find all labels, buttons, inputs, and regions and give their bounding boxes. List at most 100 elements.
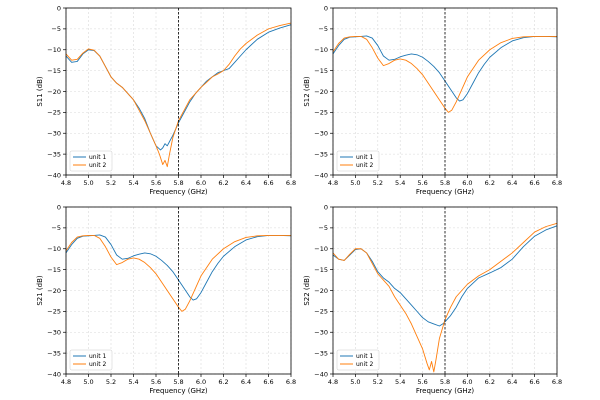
y-tick-label: −30 xyxy=(47,329,61,337)
x-tick-label: 5.2 xyxy=(373,179,383,187)
legend-label: unit 2 xyxy=(89,361,107,368)
x-tick-label: 6.2 xyxy=(485,179,495,187)
y-tick-label: −30 xyxy=(314,130,328,138)
legend-label: unit 1 xyxy=(356,353,374,360)
x-tick-label: 5.6 xyxy=(151,378,161,386)
y-tick-label: −10 xyxy=(314,245,328,253)
legend-box xyxy=(69,349,113,371)
y-tick-label: −40 xyxy=(47,171,61,179)
x-tick-label: 5.0 xyxy=(350,378,360,386)
y-tick-label: −15 xyxy=(47,266,61,274)
y-tick-label: −20 xyxy=(314,88,328,96)
x-tick-label: 5.2 xyxy=(106,378,116,386)
y-tick-label: −40 xyxy=(314,370,328,378)
y-tick-label: −20 xyxy=(47,88,61,96)
x-tick-label: 6.4 xyxy=(241,179,251,187)
x-tick-label: 6.0 xyxy=(462,179,472,187)
y-tick-label: −5 xyxy=(51,224,61,232)
y-tick-label: −35 xyxy=(47,349,61,357)
y-tick-label: −15 xyxy=(47,67,61,75)
legend-box xyxy=(69,150,113,172)
legend-box xyxy=(336,150,380,172)
y-tick-label: −5 xyxy=(318,224,328,232)
x-tick-label: 5.0 xyxy=(83,378,93,386)
x-tick-label: 4.8 xyxy=(328,378,338,386)
x-tick-label: 5.8 xyxy=(173,378,183,386)
legend-label: unit 1 xyxy=(89,154,107,161)
x-tick-label: 5.6 xyxy=(151,179,161,187)
y-axis-label: S21 (dB) xyxy=(36,275,44,306)
x-tick-label: 5.4 xyxy=(128,378,138,386)
series-line-2 xyxy=(332,222,558,373)
x-tick-label: 5.2 xyxy=(106,179,116,187)
x-tick-label: 5.6 xyxy=(417,378,427,386)
x-tick-label: 5.0 xyxy=(350,179,360,187)
y-tick-label: −25 xyxy=(314,109,328,117)
x-tick-label: 6.0 xyxy=(462,378,472,386)
x-tick-label: 6.6 xyxy=(263,179,273,187)
x-tick-label: 5.8 xyxy=(440,179,450,187)
x-tick-label: 6.8 xyxy=(286,179,296,187)
y-tick-label: −5 xyxy=(318,25,328,33)
y-tick-label: −25 xyxy=(47,308,61,316)
y-tick-label: −40 xyxy=(47,370,61,378)
x-tick-label: 6.4 xyxy=(507,179,517,187)
x-tick-label: 6.8 xyxy=(552,179,562,187)
x-axis-label: Frequency (GHz) xyxy=(149,387,207,395)
y-tick-label: −30 xyxy=(314,329,328,337)
y-tick-label: −35 xyxy=(314,150,328,158)
y-tick-label: −20 xyxy=(47,287,61,295)
series-line-2 xyxy=(65,234,291,312)
y-tick-label: 0 xyxy=(324,203,328,211)
legend-label: unit 1 xyxy=(356,154,374,161)
x-tick-label: 4.8 xyxy=(61,179,71,187)
x-tick-label: 6.8 xyxy=(552,378,562,386)
y-tick-label: −15 xyxy=(314,67,328,75)
x-tick-label: 6.2 xyxy=(218,179,228,187)
y-tick-label: 0 xyxy=(324,4,328,12)
series-line-1 xyxy=(332,35,558,102)
x-axis-label: Frequency (GHz) xyxy=(416,387,474,395)
x-tick-label: 6.6 xyxy=(529,378,539,386)
y-tick-label: −15 xyxy=(314,266,328,274)
series-line-2 xyxy=(65,22,292,168)
x-tick-label: 5.4 xyxy=(128,179,138,187)
x-tick-label: 5.8 xyxy=(173,179,183,187)
y-tick-label: −10 xyxy=(47,46,61,54)
x-tick-label: 5.6 xyxy=(417,179,427,187)
y-tick-label: −20 xyxy=(314,287,328,295)
x-tick-label: 6.6 xyxy=(263,378,273,386)
x-tick-label: 5.4 xyxy=(395,378,405,386)
y-tick-label: 0 xyxy=(57,4,61,12)
y-tick-label: −25 xyxy=(314,308,328,316)
y-tick-label: −35 xyxy=(314,349,328,357)
legend-label: unit 2 xyxy=(89,162,107,169)
chart-panel-2: 4.8 5.0 5.2 5.4 5.6 5.8 6.0 6.2 6.4 6.6 6.8 0 −5 −10 −… xyxy=(303,4,562,196)
y-tick-label: −40 xyxy=(314,171,328,179)
y-tick-label: −30 xyxy=(47,130,61,138)
x-tick-label: 6.4 xyxy=(507,378,517,386)
chart-panel-1: 4.8 5.0 5.2 5.4 5.6 5.8 6.0 6.2 6.4 6.6 6.8 0 −5 −10 −… xyxy=(36,4,296,196)
legend-label: unit 2 xyxy=(356,162,374,169)
legend-label: unit 1 xyxy=(89,353,107,360)
series-line-2 xyxy=(332,35,557,113)
x-tick-label: 4.8 xyxy=(328,179,338,187)
x-tick-label: 5.4 xyxy=(395,179,405,187)
y-tick-label: −25 xyxy=(47,109,61,117)
x-tick-label: 6.0 xyxy=(196,378,206,386)
chart-panel-3: 4.8 5.0 5.2 5.4 5.6 5.8 6.0 6.2 6.4 6.6 6.8 0 −5 −10 −… xyxy=(36,203,296,395)
y-tick-label: −10 xyxy=(314,46,328,54)
x-tick-label: 6.2 xyxy=(218,378,228,386)
y-tick-label: 0 xyxy=(57,203,61,211)
x-tick-label: 6.2 xyxy=(485,378,495,386)
chart-panel-4: 4.8 5.0 5.2 5.4 5.6 5.8 6.0 6.2 6.4 6.6 6.8 0 −5 −10 −… xyxy=(303,203,562,395)
x-tick-label: 5.2 xyxy=(373,378,383,386)
x-tick-label: 6.0 xyxy=(196,179,206,187)
legend-label: unit 2 xyxy=(356,361,374,368)
y-axis-label: S11 (dB) xyxy=(36,76,44,107)
y-axis-label: S12 (dB) xyxy=(303,76,311,107)
y-tick-label: −35 xyxy=(47,150,61,158)
x-tick-label: 4.8 xyxy=(61,378,71,386)
x-tick-label: 5.0 xyxy=(83,179,93,187)
